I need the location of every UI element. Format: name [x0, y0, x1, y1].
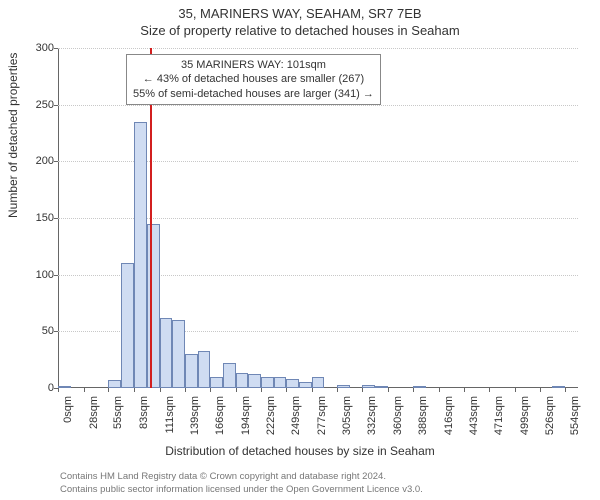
xtick-mark	[261, 388, 262, 392]
histogram-bar	[172, 320, 185, 388]
xtick-label: 471sqm	[493, 396, 505, 435]
xtick-mark	[210, 388, 211, 392]
xtick-mark	[312, 388, 313, 392]
xtick-label: 28sqm	[88, 396, 100, 429]
xtick-mark	[58, 388, 59, 392]
xtick-mark	[489, 388, 490, 392]
xtick-mark	[362, 388, 363, 392]
ytick-mark	[54, 48, 58, 49]
xtick-label: 277sqm	[316, 396, 328, 435]
plot: 0501001502002503000sqm28sqm55sqm83sqm111…	[58, 48, 578, 388]
histogram-bar	[185, 354, 198, 388]
chart-plot-area: 0501001502002503000sqm28sqm55sqm83sqm111…	[58, 48, 578, 388]
histogram-bar	[108, 380, 121, 388]
footer-attribution: Contains HM Land Registry data © Crown c…	[60, 471, 423, 496]
xtick-label: 111sqm	[164, 396, 176, 434]
histogram-bar	[261, 377, 274, 388]
xtick-label: 526sqm	[544, 396, 556, 435]
xtick-label: 0sqm	[62, 396, 74, 423]
xtick-mark	[565, 388, 566, 392]
histogram-bar	[236, 373, 249, 388]
page-title: 35, MARINERS WAY, SEAHAM, SR7 7EB	[0, 0, 600, 21]
xtick-mark	[439, 388, 440, 392]
x-axis-label: Distribution of detached houses by size …	[0, 444, 600, 458]
gridline	[58, 48, 578, 49]
xtick-mark	[134, 388, 135, 392]
ytick-label: 50	[24, 325, 54, 337]
xtick-label: 83sqm	[138, 396, 150, 429]
ytick-label: 250	[24, 99, 54, 111]
ytick-mark	[54, 218, 58, 219]
xtick-label: 416sqm	[443, 396, 455, 435]
xtick-mark	[413, 388, 414, 392]
histogram-bar	[223, 363, 236, 388]
xtick-label: 139sqm	[189, 396, 201, 435]
annotation-line3: 55% of semi-detached houses are larger (…	[133, 87, 374, 101]
xtick-label: 554sqm	[569, 396, 581, 435]
xtick-mark	[160, 388, 161, 392]
ytick-mark	[54, 331, 58, 332]
histogram-bar	[413, 386, 426, 388]
ytick-mark	[54, 161, 58, 162]
histogram-bar	[134, 122, 147, 388]
ytick-label: 200	[24, 155, 54, 167]
xtick-label: 360sqm	[392, 396, 404, 435]
xtick-mark	[84, 388, 85, 392]
footer-line-1: Contains HM Land Registry data © Crown c…	[60, 471, 423, 483]
xtick-mark	[236, 388, 237, 392]
ytick-mark	[54, 275, 58, 276]
xtick-mark	[515, 388, 516, 392]
histogram-bar	[552, 386, 565, 388]
histogram-bar	[121, 263, 134, 388]
xtick-label: 249sqm	[290, 396, 302, 435]
xtick-label: 166sqm	[214, 396, 226, 435]
ytick-label: 150	[24, 212, 54, 224]
histogram-bar	[375, 386, 388, 388]
xtick-label: 499sqm	[519, 396, 531, 435]
ytick-label: 100	[24, 269, 54, 281]
xtick-label: 222sqm	[265, 396, 277, 435]
footer-line-2: Contains public sector information licen…	[60, 484, 423, 496]
xtick-mark	[185, 388, 186, 392]
histogram-bar	[248, 374, 261, 388]
histogram-bar	[58, 386, 71, 388]
histogram-bar	[337, 385, 350, 388]
xtick-label: 194sqm	[240, 396, 252, 435]
xtick-mark	[286, 388, 287, 392]
ytick-mark	[54, 105, 58, 106]
histogram-bar	[312, 377, 325, 388]
xtick-mark	[108, 388, 109, 392]
xtick-label: 305sqm	[341, 396, 353, 435]
histogram-bar	[362, 385, 375, 388]
histogram-bar	[286, 379, 299, 388]
xtick-label: 388sqm	[417, 396, 429, 435]
histogram-bar	[299, 382, 312, 388]
ytick-label: 0	[24, 382, 54, 394]
annotation-line2: ← 43% of detached houses are smaller (26…	[133, 72, 374, 86]
chart-container: 35, MARINERS WAY, SEAHAM, SR7 7EB Size o…	[0, 0, 600, 500]
xtick-mark	[388, 388, 389, 392]
xtick-label: 332sqm	[366, 396, 378, 435]
y-axis-label: Number of detached properties	[6, 53, 20, 218]
ytick-label: 300	[24, 42, 54, 54]
histogram-bar	[198, 351, 210, 388]
xtick-label: 55sqm	[112, 396, 124, 429]
histogram-bar	[210, 377, 223, 388]
page-subtitle: Size of property relative to detached ho…	[0, 21, 600, 38]
histogram-bar	[147, 224, 160, 388]
xtick-mark	[337, 388, 338, 392]
xtick-label: 443sqm	[468, 396, 480, 435]
xtick-mark	[540, 388, 541, 392]
histogram-bar	[160, 318, 173, 388]
histogram-bar	[274, 377, 286, 388]
xtick-mark	[464, 388, 465, 392]
annotation-box: 35 MARINERS WAY: 101sqm← 43% of detached…	[126, 54, 381, 105]
annotation-line1: 35 MARINERS WAY: 101sqm	[133, 58, 374, 72]
